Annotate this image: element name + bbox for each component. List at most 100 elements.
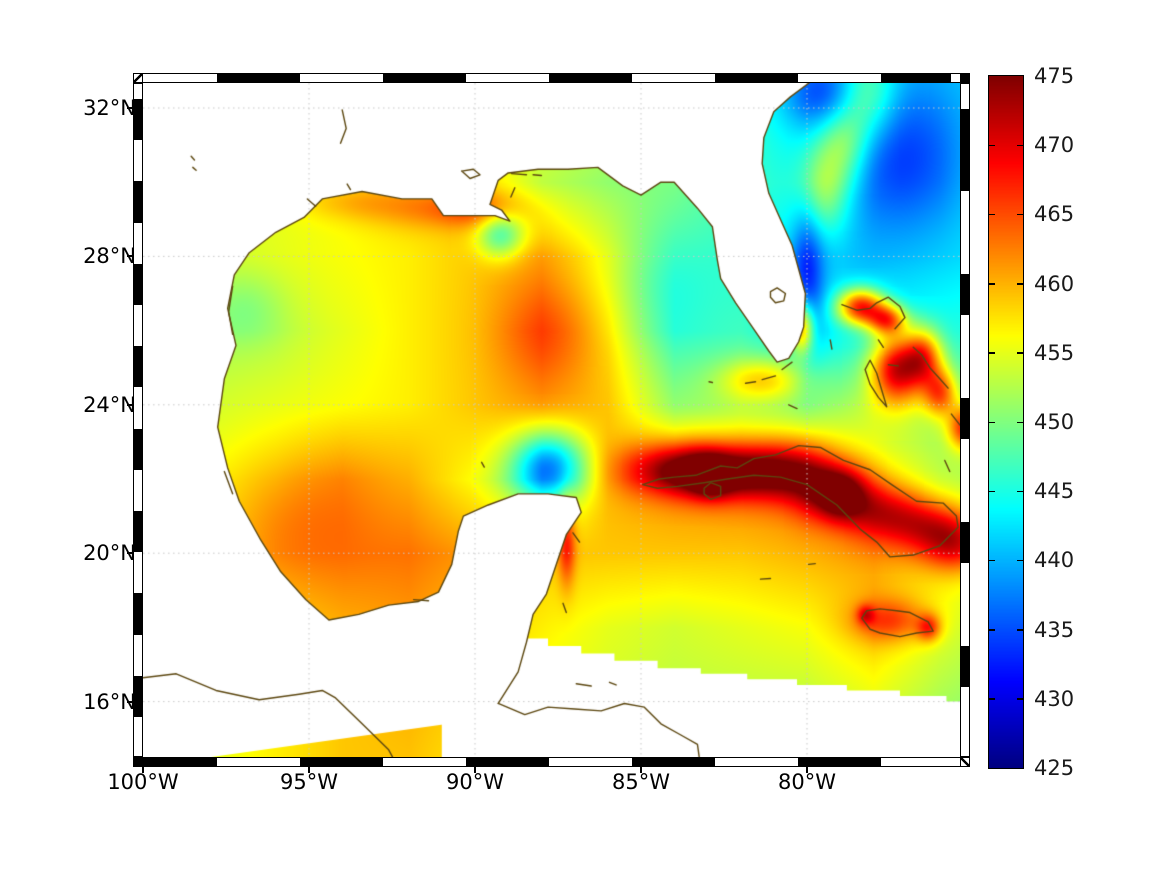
frame-segment: [961, 687, 969, 756]
colorbar-tick-mark: [1017, 421, 1023, 423]
frame-segment: [961, 191, 969, 274]
frame-segment: [134, 387, 142, 429]
map-canvas: [143, 83, 960, 757]
frame-corner-topleft: [133, 73, 143, 83]
frame-segment: [961, 522, 969, 563]
frame-segment: [134, 84, 142, 99]
frame-top-border: [133, 73, 970, 83]
colorbar-tick-label: 440: [1034, 548, 1075, 573]
frame-segment: [134, 181, 142, 223]
frame-segment: [300, 758, 383, 766]
frame-segment: [134, 74, 217, 82]
frame-segment: [961, 109, 969, 191]
colorbar-tick-label: 425: [1034, 756, 1075, 780]
y-tick-label: 28°N: [83, 244, 136, 269]
colorbar-tick-mark: [989, 144, 995, 147]
colorbar-tick-mark: [1017, 213, 1023, 216]
frame-segment: [134, 305, 142, 346]
colorbar-tick-mark: [1017, 559, 1023, 562]
y-tick-label: 20°N: [83, 541, 136, 566]
frame-segment: [134, 429, 142, 470]
frame-segment: [134, 758, 217, 766]
frame-segment: [961, 84, 969, 109]
colorbar-tick-label: 465: [1034, 202, 1075, 227]
frame-segment: [715, 758, 798, 766]
frame-segment: [961, 439, 969, 522]
x-tick-label: 80°W: [778, 770, 836, 794]
frame-segment: [549, 758, 632, 766]
frame-bottom-border: [133, 757, 970, 767]
colorbar-tick-mark: [989, 629, 995, 631]
frame-segment: [217, 758, 300, 766]
frame-segment: [134, 470, 142, 511]
frame-segment: [383, 74, 466, 82]
colorbar-tick-mark: [989, 283, 995, 285]
frame-segment: [134, 635, 142, 676]
colorbar-tick-label: 455: [1034, 340, 1075, 365]
frame-segment: [881, 758, 951, 766]
x-tick-mark: [142, 767, 144, 773]
frame-segment: [134, 223, 142, 264]
colorbar-tick-mark: [1017, 144, 1023, 147]
colorbar-tick-mark: [1017, 352, 1023, 354]
y-tick-mark: [127, 255, 133, 258]
x-tick-label: 85°W: [612, 770, 670, 794]
colorbar-tick-mark: [989, 421, 995, 423]
frame-segment: [134, 552, 142, 593]
frame-segment: [632, 74, 715, 82]
y-tick-mark: [127, 403, 133, 406]
frame-segment: [134, 140, 142, 181]
frame-segment: [798, 758, 881, 766]
frame-segment: [961, 563, 969, 646]
colorbar-tick-label: 475: [1034, 64, 1075, 88]
frame-segment: [715, 74, 798, 82]
frame-segment: [798, 74, 881, 82]
frame-corner-bottomright: [960, 757, 970, 767]
frame-segment: [549, 74, 632, 82]
colorbar-tick-mark: [989, 559, 995, 562]
frame-segment: [134, 346, 142, 387]
frame-segment: [383, 758, 466, 766]
colorbar-tick-mark: [1017, 698, 1023, 700]
x-tick-label: 100°W: [107, 770, 179, 794]
frame-segment: [134, 511, 142, 552]
colorbar-tick-mark: [1017, 629, 1023, 631]
colorbar-tick-mark: [1017, 283, 1023, 285]
colorbar-tick-mark: [989, 698, 995, 700]
colorbar-tick-label: 470: [1034, 133, 1075, 158]
x-tick-label: 95°W: [280, 770, 338, 794]
y-tick-label: 16°N: [83, 689, 136, 714]
colorbar-tick-label: 430: [1034, 686, 1075, 711]
colorbar-tick-label: 450: [1034, 410, 1075, 434]
frame-segment: [134, 676, 142, 717]
colorbar-tick-mark: [989, 352, 995, 354]
colorbar-tick-label: 445: [1034, 479, 1075, 504]
frame-segment: [134, 99, 142, 140]
colorbar-tick-label: 460: [1034, 271, 1075, 296]
frame-segment: [961, 274, 969, 315]
y-tick-mark: [127, 700, 133, 703]
frame-left-border: [133, 83, 143, 757]
x-tick-label: 90°W: [446, 770, 504, 794]
frame-segment: [466, 74, 549, 82]
frame-segment: [961, 315, 969, 398]
y-tick-label: 32°N: [83, 96, 136, 120]
frame-corner-topright: [960, 73, 970, 83]
y-tick-label: 24°N: [83, 392, 136, 417]
colorbar-tick-label: 435: [1034, 617, 1075, 642]
frame-segment: [466, 758, 549, 766]
frame-segment: [881, 74, 951, 82]
x-tick-mark: [806, 767, 808, 773]
frame-segment: [300, 74, 383, 82]
frame-segment: [217, 74, 300, 82]
frame-segment: [961, 646, 969, 687]
x-tick-mark: [308, 767, 310, 773]
y-tick-mark: [127, 552, 133, 555]
colorbar-tick-mark: [1017, 490, 1023, 493]
frame-segment: [134, 593, 142, 635]
frame-corner-bottomleft: [133, 757, 143, 767]
colorbar-tick-mark: [989, 213, 995, 216]
x-tick-mark: [474, 767, 476, 773]
x-tick-mark: [640, 767, 642, 773]
